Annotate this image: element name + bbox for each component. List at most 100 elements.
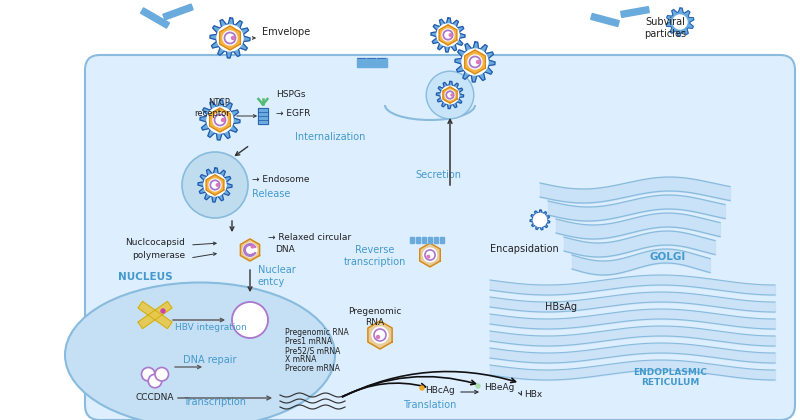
Polygon shape [163,4,193,20]
Text: Pregenomic: Pregenomic [348,307,402,316]
Polygon shape [666,8,694,36]
Text: Internalization: Internalization [295,132,366,142]
Text: NUCLEUS: NUCLEUS [118,272,173,282]
Text: Nuclear
entcy: Nuclear entcy [258,265,296,287]
Text: polymerase: polymerase [132,251,185,260]
Text: Pregenomic RNA: Pregenomic RNA [285,328,349,337]
Text: Nuclcocapsid: Nuclcocapsid [125,238,185,247]
Circle shape [423,248,437,262]
Polygon shape [385,70,475,120]
Text: CCCDNA: CCCDNA [136,393,174,402]
Polygon shape [138,302,172,328]
Text: → Relaxed circular: → Relaxed circular [268,233,351,242]
Circle shape [217,25,243,51]
Circle shape [251,245,254,248]
Text: Emvelope: Emvelope [262,27,310,37]
Polygon shape [621,7,650,17]
Circle shape [216,184,219,186]
Text: Pres1 mRNA: Pres1 mRNA [285,337,332,346]
Text: Reverse
transcription: Reverse transcription [344,245,406,267]
Circle shape [222,118,225,121]
Circle shape [468,55,482,69]
Polygon shape [210,108,230,132]
Polygon shape [368,321,392,349]
Circle shape [450,34,452,36]
Text: HBsAg: HBsAg [545,302,577,312]
Circle shape [437,24,459,46]
Polygon shape [431,18,465,52]
Polygon shape [241,239,259,261]
Text: Precore mRNA: Precore mRNA [285,364,340,373]
Polygon shape [420,243,440,267]
Bar [258,108,268,124]
Text: RNA: RNA [366,318,385,327]
Text: ENDOPLASMIC
RETICULUM: ENDOPLASMIC RETICULUM [633,368,707,387]
Circle shape [372,327,388,343]
Polygon shape [465,50,486,74]
Circle shape [427,255,430,258]
Circle shape [426,71,474,119]
Text: HBx: HBx [524,390,542,399]
Text: Translation: Translation [403,400,457,410]
FancyBboxPatch shape [85,55,795,420]
Polygon shape [220,26,240,50]
Circle shape [142,368,155,381]
Circle shape [213,113,227,127]
Ellipse shape [65,283,335,420]
Circle shape [148,374,162,388]
Bar [428,237,432,243]
Text: Secretion: Secretion [415,170,461,180]
Circle shape [161,309,165,313]
Circle shape [155,368,169,381]
Circle shape [243,243,257,257]
Circle shape [442,29,454,41]
Text: GOLGI: GOLGI [650,252,686,262]
Polygon shape [590,13,619,26]
Text: X mRNA: X mRNA [285,355,316,364]
Text: HBV integration: HBV integration [175,323,246,332]
Polygon shape [138,302,172,328]
Bar [357,58,387,67]
Bar [422,237,426,243]
Circle shape [476,384,480,388]
Text: DNA repair: DNA repair [183,355,237,365]
Polygon shape [206,175,224,195]
Polygon shape [455,42,495,82]
Text: → EGFR: → EGFR [276,109,310,118]
Polygon shape [443,87,457,103]
Circle shape [377,336,379,339]
Bar [440,237,444,243]
Circle shape [673,15,687,29]
Text: HBcAg: HBcAg [425,386,454,395]
Circle shape [446,90,454,100]
Polygon shape [439,25,457,45]
Text: Pre52/S mRNA: Pre52/S mRNA [285,346,340,355]
Bar [416,237,420,243]
Circle shape [207,107,233,133]
Bar [410,237,414,243]
Text: Encapsidation: Encapsidation [490,244,558,254]
Text: HBeAg: HBeAg [484,383,514,392]
Circle shape [477,60,479,63]
Circle shape [462,49,488,75]
Text: HSPGs: HSPGs [276,90,306,99]
Circle shape [232,302,268,338]
Circle shape [209,179,221,191]
Polygon shape [200,100,240,140]
Text: Subviral
particles: Subviral particles [644,17,686,39]
Text: NTCP
receptor: NTCP receptor [194,98,230,118]
Circle shape [204,174,226,196]
Circle shape [534,213,546,227]
Text: Transcription: Transcription [183,397,246,407]
Polygon shape [141,8,170,28]
Text: → Endosome: → Endosome [252,175,310,184]
Polygon shape [210,18,250,58]
Polygon shape [437,81,464,109]
Text: DNA: DNA [275,245,294,254]
Circle shape [182,152,248,218]
Circle shape [223,31,237,45]
Circle shape [441,86,459,104]
Circle shape [451,94,453,96]
Polygon shape [530,210,550,230]
Bar [434,237,438,243]
